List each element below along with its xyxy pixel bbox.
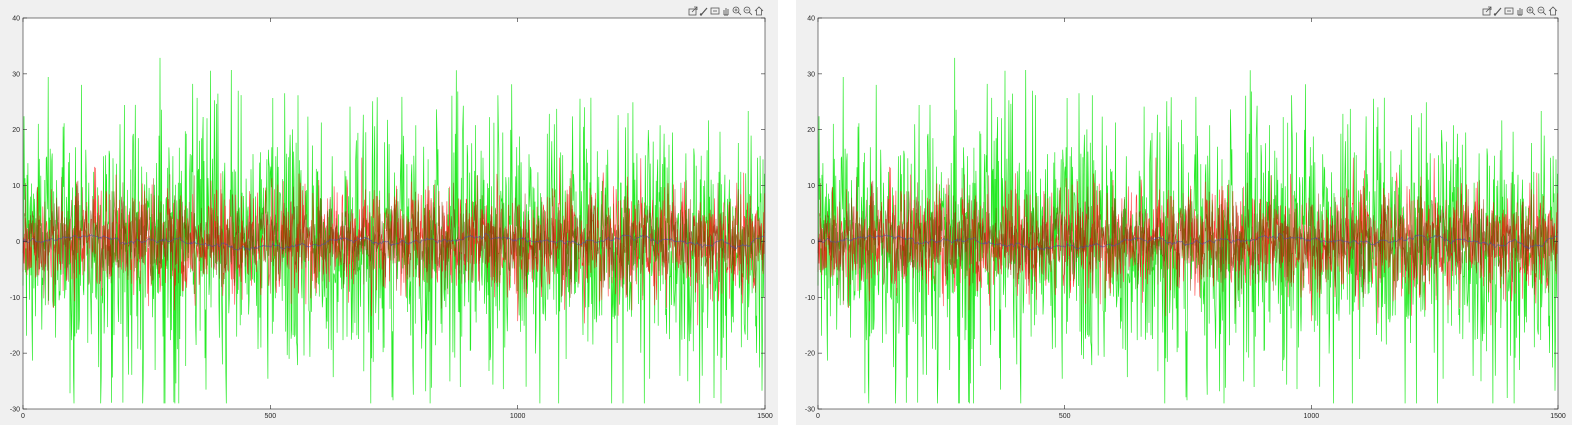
y-tick-label: 30	[12, 71, 20, 78]
line-chart-right[interactable]: 0 500 1000 1500 -30 -20 -10 0 10 20 30 40	[796, 0, 1572, 425]
y-tick-label: 20	[807, 127, 815, 134]
y-tick-label: 40	[12, 16, 20, 23]
y-tick-label: 10	[12, 183, 20, 190]
x-tick-label: 0	[21, 413, 25, 420]
x-tick-label: 1000	[510, 413, 526, 420]
y-tick-label: -30	[10, 407, 20, 414]
export-icon[interactable]	[1482, 6, 1492, 16]
home-icon[interactable]	[754, 6, 764, 16]
figure-left: 0 500 1000 1500 -30 -20 -10 0 10 20 30 40	[0, 0, 778, 425]
line-chart-left[interactable]: 0 500 1000 1500 -30 -20 -10 0 10 20 30 40	[0, 0, 778, 425]
axes-box	[22, 17, 766, 410]
home-icon[interactable]	[1548, 6, 1558, 16]
series-line-4	[817, 232, 1558, 252]
axes-toolbar	[1482, 6, 1558, 16]
figure-right: 0 500 1000 1500 -30 -20 -10 0 10 20 30 40	[796, 0, 1572, 425]
axes-box	[817, 17, 1559, 410]
pan-icon[interactable]	[1515, 6, 1525, 16]
y-tick-label: 0	[16, 239, 20, 246]
y-tick-label: -20	[10, 351, 20, 358]
datatip-icon[interactable]	[1504, 6, 1514, 16]
brush-icon[interactable]	[699, 6, 709, 16]
y-tick-label: 40	[807, 16, 815, 23]
y-tick-label: 0	[811, 239, 815, 246]
brush-icon[interactable]	[1493, 6, 1503, 16]
y-tick-label: -10	[805, 295, 815, 302]
y-tick-label: -20	[805, 351, 815, 358]
export-icon[interactable]	[688, 6, 698, 16]
x-tick-label: 1000	[1304, 413, 1320, 420]
datatip-icon[interactable]	[710, 6, 720, 16]
axes-toolbar	[688, 6, 764, 16]
x-tick-label: 1500	[1550, 413, 1566, 420]
series-line-1	[22, 57, 765, 404]
series-line-1	[817, 57, 1558, 404]
series-line-3	[817, 174, 1558, 309]
y-tick-label: 30	[807, 71, 815, 78]
x-tick-label: 1500	[757, 413, 773, 420]
y-tick-label: -30	[805, 407, 815, 414]
y-tick-label: 10	[807, 183, 815, 190]
y-tick-label: 20	[12, 127, 20, 134]
x-tick-label: 0	[816, 413, 820, 420]
pan-icon[interactable]	[721, 6, 731, 16]
series-line-3	[22, 174, 765, 309]
zoom-out-icon[interactable]	[743, 6, 753, 16]
zoom-in-icon[interactable]	[732, 6, 742, 16]
zoom-in-icon[interactable]	[1526, 6, 1536, 16]
x-tick-label: 500	[264, 413, 276, 420]
zoom-out-icon[interactable]	[1537, 6, 1547, 16]
series-line-4	[22, 232, 765, 252]
x-tick-label: 500	[1059, 413, 1071, 420]
y-tick-label: -10	[10, 295, 20, 302]
